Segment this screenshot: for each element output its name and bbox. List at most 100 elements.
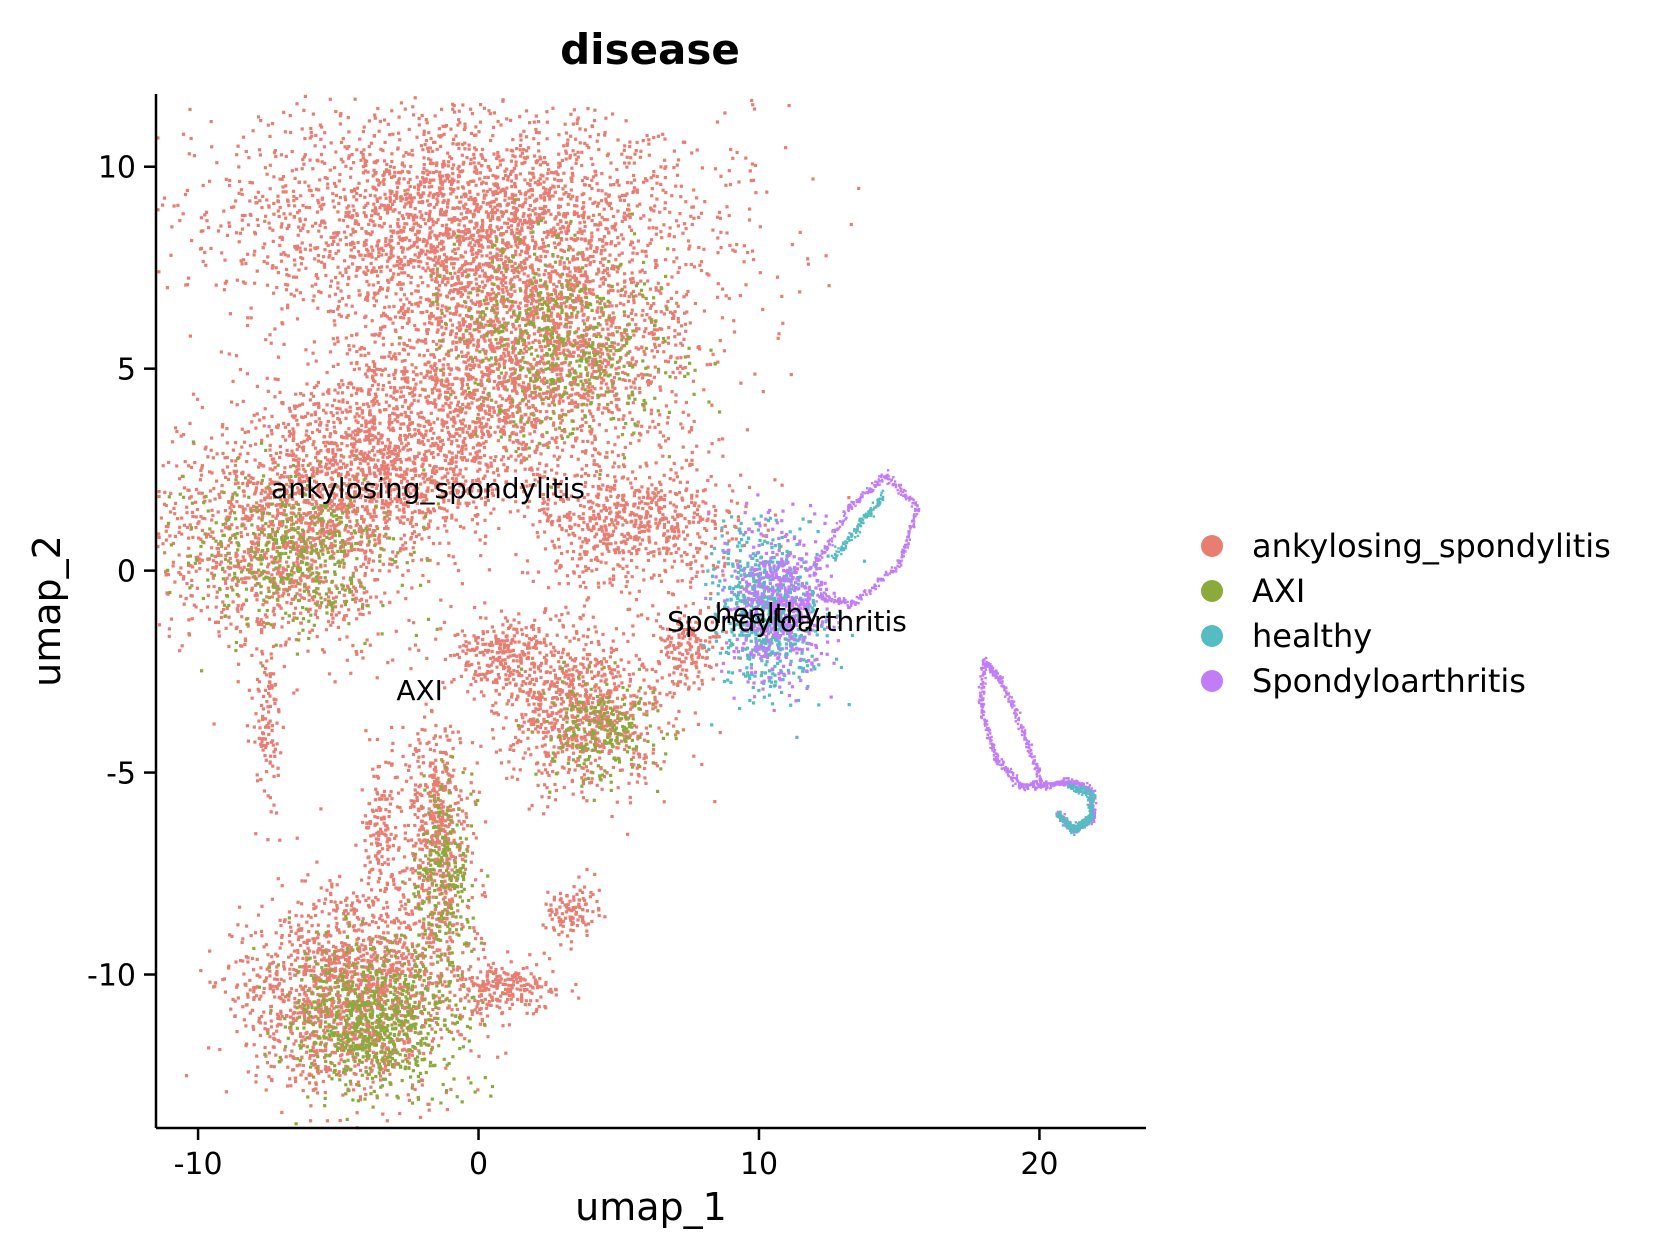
- data-point: [578, 227, 582, 231]
- data-point: [579, 296, 583, 300]
- data-point: [303, 217, 307, 221]
- data-point: [568, 354, 572, 358]
- data-point: [653, 425, 657, 429]
- data-point: [473, 226, 477, 230]
- data-point: [674, 184, 678, 188]
- data-point: [383, 192, 387, 196]
- data-point: [554, 364, 558, 368]
- data-point: [383, 170, 387, 174]
- data-point: [656, 370, 661, 374]
- data-point: [470, 357, 474, 361]
- data-point: [590, 375, 594, 379]
- data-point: [784, 146, 788, 150]
- data-point: [347, 215, 351, 219]
- data-point: [426, 284, 430, 288]
- data-point: [606, 338, 610, 342]
- data-point: [559, 290, 563, 294]
- data-point: [629, 441, 633, 445]
- data-point: [344, 235, 348, 239]
- data-point: [627, 208, 631, 212]
- data-point: [501, 238, 505, 242]
- data-point: [597, 369, 601, 373]
- data-point: [187, 152, 191, 156]
- data-point: [366, 269, 370, 273]
- data-point: [623, 285, 627, 289]
- data-point: [596, 228, 600, 232]
- data-point: [683, 222, 687, 226]
- data-point: [549, 334, 553, 338]
- data-point: [448, 372, 452, 376]
- data-point: [391, 275, 395, 279]
- data-point: [530, 263, 534, 267]
- data-point: [447, 232, 451, 236]
- data-point: [514, 357, 518, 361]
- data-point: [480, 383, 484, 387]
- data-point: [543, 280, 548, 284]
- data-point: [472, 170, 477, 174]
- data-point: [237, 191, 241, 195]
- data-point: [453, 271, 457, 275]
- data-point: [456, 291, 460, 295]
- data-point: [506, 256, 510, 260]
- data-point: [598, 315, 602, 319]
- data-point: [542, 192, 546, 196]
- data-point: [464, 216, 468, 220]
- data-point: [628, 216, 632, 220]
- data-point: [416, 223, 420, 227]
- data-point: [408, 213, 412, 217]
- data-point: [362, 211, 366, 215]
- data-point: [576, 284, 580, 288]
- data-point: [438, 389, 442, 393]
- data-point: [435, 161, 439, 165]
- data-point: [372, 296, 376, 300]
- data-point: [482, 453, 487, 458]
- data-point: [505, 186, 509, 190]
- data-point: [580, 299, 584, 304]
- data-point: [442, 453, 446, 457]
- data-point: [338, 196, 343, 200]
- data-point: [292, 194, 296, 199]
- data-point: [353, 187, 357, 191]
- data-point: [503, 242, 507, 246]
- data-point: [522, 434, 526, 438]
- data-point: [550, 361, 554, 365]
- data-point: [608, 201, 612, 205]
- data-point: [506, 175, 510, 179]
- data-point: [472, 152, 476, 156]
- data-point: [632, 333, 636, 337]
- data-point: [497, 186, 501, 190]
- data-point: [457, 321, 461, 325]
- data-point: [443, 258, 447, 262]
- data-point: [525, 149, 529, 153]
- data-point: [569, 176, 573, 180]
- data-point: [707, 273, 711, 277]
- data-point: [412, 222, 416, 226]
- data-point: [258, 153, 262, 157]
- data-point: [431, 149, 435, 153]
- data-point: [545, 351, 549, 356]
- data-point: [603, 373, 607, 377]
- data-point: [320, 207, 324, 211]
- data-point: [612, 352, 616, 356]
- data-point: [320, 260, 324, 264]
- data-point: [471, 252, 475, 256]
- data-point: [584, 300, 588, 305]
- data-point: [629, 385, 633, 389]
- data-point: [565, 354, 569, 358]
- data-point: [406, 441, 410, 446]
- data-point: [533, 430, 537, 434]
- data-point: [399, 171, 403, 175]
- data-point: [332, 239, 336, 244]
- data-point: [469, 195, 473, 199]
- data-point: [517, 263, 522, 267]
- data-point: [545, 430, 549, 435]
- data-point: [641, 359, 645, 363]
- data-point: [673, 310, 677, 314]
- data-point: [475, 255, 479, 259]
- data-point: [551, 423, 555, 427]
- data-point: [469, 323, 473, 328]
- data-point: [245, 323, 250, 328]
- data-point: [337, 218, 341, 222]
- data-point: [533, 244, 537, 248]
- data-point: [400, 441, 404, 445]
